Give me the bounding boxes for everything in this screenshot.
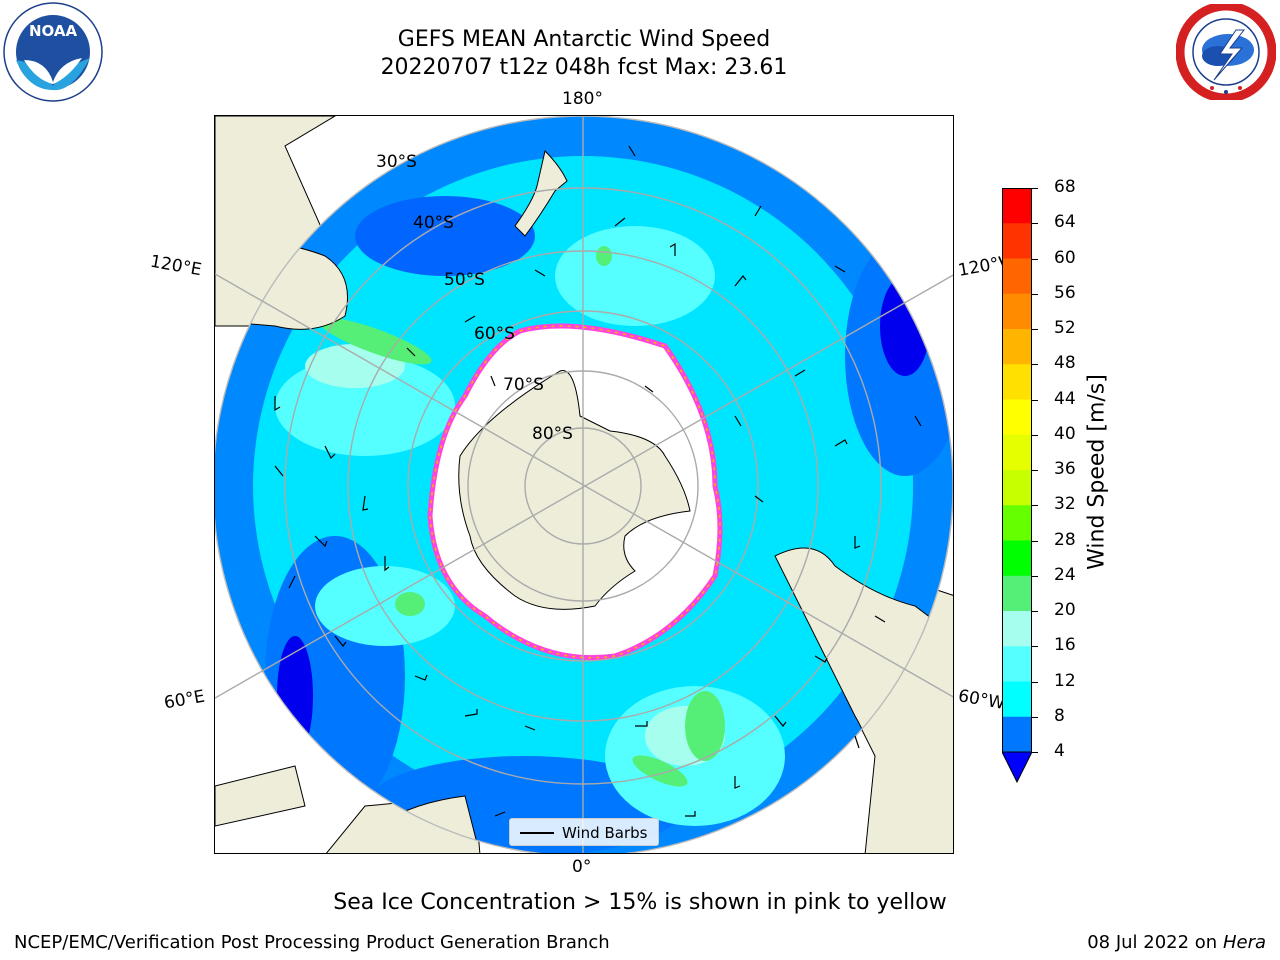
colorbar-segment xyxy=(1002,611,1032,647)
wind-barb-legend-line xyxy=(520,832,554,834)
colorbar-tick xyxy=(1032,293,1038,295)
colorbar-tick-label: 12 xyxy=(1054,670,1076,691)
footer-host: Hera xyxy=(1222,932,1266,953)
colorbar-tick-label: 56 xyxy=(1054,282,1076,303)
colorbar-tick xyxy=(1032,575,1038,577)
map-legend: Wind Barbs xyxy=(509,818,659,846)
colorbar-tick xyxy=(1032,188,1038,189)
colorbar-segment xyxy=(1002,681,1032,718)
colorbar-segment xyxy=(1002,434,1032,471)
lat-label-50s: 50°S xyxy=(444,270,485,290)
colorbar-tick-label: 28 xyxy=(1054,529,1076,550)
colorbar-tick-label: 8 xyxy=(1054,705,1065,726)
colorbar-tick-label: 64 xyxy=(1054,212,1076,233)
colorbar-tick-label: 16 xyxy=(1054,635,1076,656)
lat-label-40s: 40°S xyxy=(413,213,454,233)
polar-map xyxy=(214,115,954,854)
colorbar-segment xyxy=(1002,258,1032,295)
lon-label-60w: 60°W xyxy=(956,686,1007,714)
colorbar-tick-label: 52 xyxy=(1054,318,1076,338)
colorbar-segment xyxy=(1002,188,1032,224)
svg-text:NOAA: NOAA xyxy=(29,22,78,40)
colorbar xyxy=(1001,188,1033,784)
colorbar-tick xyxy=(1032,434,1038,436)
colorbar-tick-label: 48 xyxy=(1054,353,1076,374)
colorbar-tick-label: 44 xyxy=(1054,388,1076,409)
colorbar-segment xyxy=(1002,364,1032,400)
sea-ice-note: Sea Ice Concentration > 15% is shown in … xyxy=(333,890,947,915)
colorbar-tick-label: 68 xyxy=(1054,177,1076,197)
colorbar-tick xyxy=(1032,716,1038,718)
colorbar-segment xyxy=(1002,540,1032,577)
footer-credit: NCEP/EMC/Verification Post Processing Pr… xyxy=(14,932,610,953)
colorbar-tick-label: 32 xyxy=(1054,494,1076,515)
colorbar-segment xyxy=(1002,399,1032,436)
colorbar-tick xyxy=(1032,364,1038,366)
wind-barb-legend-label: Wind Barbs xyxy=(562,824,648,842)
lon-label-120e: 120°E xyxy=(148,251,204,281)
colorbar-segment xyxy=(1002,223,1032,259)
colorbar-segment xyxy=(1002,293,1032,330)
colorbar-segment xyxy=(1002,470,1032,506)
colorbar-tick xyxy=(1032,329,1038,330)
lat-label-60s: 60°S xyxy=(474,324,515,344)
colorbar-tick xyxy=(1032,681,1038,683)
colorbar-tick-label: 20 xyxy=(1054,600,1076,620)
colorbar-segment xyxy=(1002,329,1032,365)
colorbar-tick-label: 36 xyxy=(1054,459,1076,479)
colorbar-tick xyxy=(1032,752,1038,753)
colorbar-tick xyxy=(1032,505,1038,507)
colorbar-tick-label: 60 xyxy=(1054,247,1076,268)
colorbar-segment xyxy=(1002,575,1032,612)
lon-label-180: 180° xyxy=(562,89,603,109)
colorbar-segment xyxy=(1002,716,1032,753)
colorbar-segment xyxy=(1002,646,1032,682)
noaa-logo: NOAA xyxy=(2,2,104,102)
colorbar-segment xyxy=(1002,505,1032,541)
colorbar-tick xyxy=(1032,399,1038,401)
nws-logo xyxy=(1175,1,1277,103)
chart-title: GEFS MEAN Antarctic Wind Speed xyxy=(397,27,771,52)
colorbar-label: Wind Speed [m/s] xyxy=(1084,374,1110,570)
colorbar-tick xyxy=(1032,223,1038,225)
colorbar-extend-min xyxy=(1001,751,1033,784)
colorbar-tick xyxy=(1032,611,1038,612)
lat-label-70s: 70°S xyxy=(503,375,544,395)
colorbar-tick-label: 4 xyxy=(1054,741,1065,761)
colorbar-tick xyxy=(1032,540,1038,542)
footer-date-text: 08 Jul 2022 on xyxy=(1087,932,1223,953)
lat-label-80s: 80°S xyxy=(532,424,573,444)
colorbar-tick xyxy=(1032,470,1038,471)
colorbar-tick xyxy=(1032,646,1038,648)
colorbar-tick-label: 40 xyxy=(1054,423,1076,444)
lon-label-0: 0° xyxy=(572,857,592,877)
footer-date: 08 Jul 2022 on Hera xyxy=(1087,932,1266,953)
lon-label-60e: 60°E xyxy=(162,686,207,714)
lat-label-30s: 30°S xyxy=(376,152,417,172)
chart-subtitle: 20220707 t12z 048h fcst Max: 23.61 xyxy=(380,55,788,80)
colorbar-tick xyxy=(1032,258,1038,260)
colorbar-tick-label: 24 xyxy=(1054,564,1076,585)
